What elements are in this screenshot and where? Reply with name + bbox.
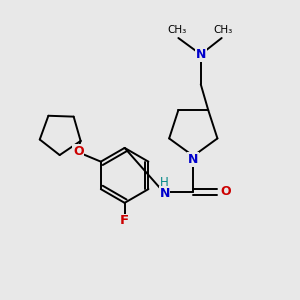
Text: CH₃: CH₃ bbox=[214, 25, 233, 35]
Text: F: F bbox=[120, 214, 129, 227]
Text: H: H bbox=[160, 176, 169, 189]
Text: N: N bbox=[159, 187, 170, 200]
Text: N: N bbox=[196, 48, 206, 61]
Text: CH₃: CH₃ bbox=[167, 25, 187, 35]
Text: N: N bbox=[188, 153, 199, 166]
Text: O: O bbox=[73, 145, 84, 158]
Text: O: O bbox=[220, 185, 231, 198]
